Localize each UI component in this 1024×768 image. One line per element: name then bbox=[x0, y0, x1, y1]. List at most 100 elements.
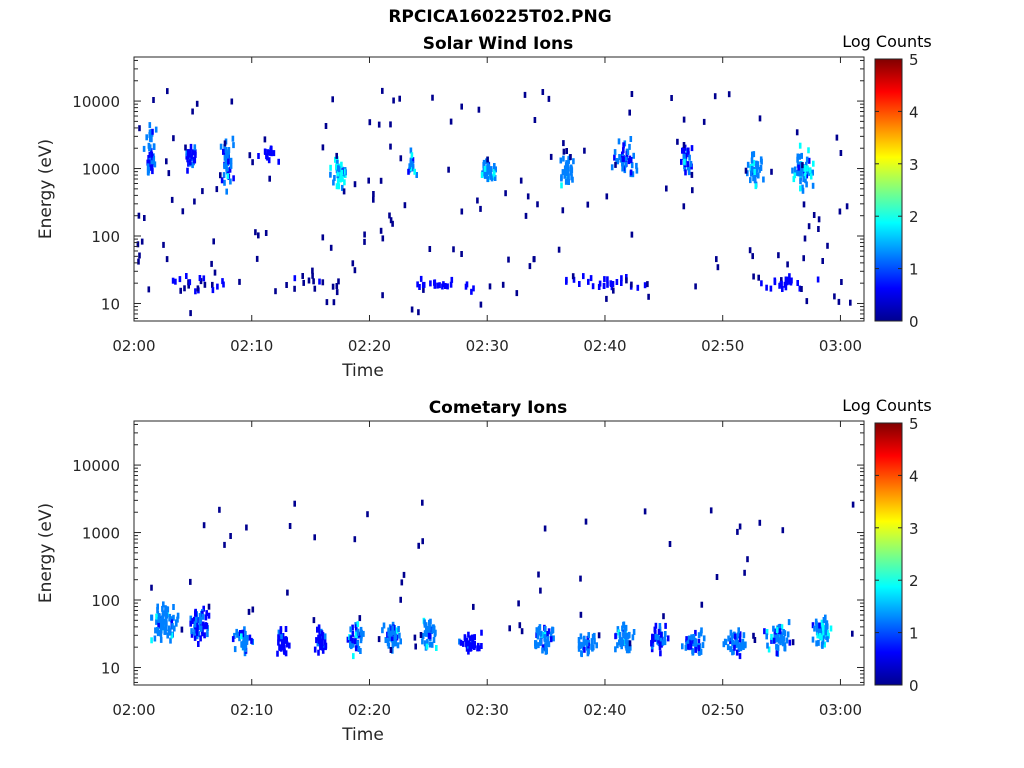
heatmap-cell bbox=[809, 173, 813, 180]
heatmap-cell bbox=[591, 283, 595, 290]
heatmap-cell bbox=[567, 165, 570, 172]
heatmap-cell bbox=[709, 507, 713, 514]
heatmap-cell bbox=[423, 640, 427, 647]
heatmap-cell bbox=[804, 177, 807, 184]
heatmap-cell bbox=[627, 640, 630, 647]
heatmap-cell bbox=[198, 275, 202, 281]
heatmap-cell bbox=[151, 168, 154, 175]
heatmap-cell bbox=[231, 636, 235, 643]
heatmap-cell bbox=[785, 637, 789, 644]
heatmap-cell bbox=[388, 212, 391, 219]
heatmap-cell bbox=[770, 637, 773, 644]
heatmap-cell bbox=[779, 631, 783, 638]
heatmap-cell bbox=[539, 639, 542, 646]
heatmap-cell bbox=[201, 630, 204, 637]
heatmap-cell bbox=[193, 198, 196, 205]
heatmap-cell bbox=[254, 229, 257, 236]
heatmap-cell bbox=[757, 172, 760, 179]
heatmap-cell bbox=[172, 604, 175, 610]
heatmap-cell bbox=[792, 176, 796, 183]
figure-title: RPCICA160225T02.PNG bbox=[388, 7, 612, 27]
heatmap-cell bbox=[197, 631, 201, 638]
heatmap-cell bbox=[165, 624, 168, 631]
heatmap-cell bbox=[780, 637, 784, 643]
heatmap-cell bbox=[486, 176, 489, 183]
x-tick-label: 02:20 bbox=[348, 337, 391, 355]
heatmap-cell bbox=[812, 160, 815, 167]
heatmap-cell bbox=[140, 238, 144, 245]
heatmap-cell bbox=[732, 648, 735, 655]
heatmap-cell bbox=[386, 638, 390, 645]
heatmap-cell bbox=[692, 634, 696, 640]
heatmap-cell bbox=[168, 615, 171, 622]
heatmap-cell bbox=[650, 640, 653, 647]
heatmap-cell bbox=[786, 631, 790, 638]
heatmap-cell bbox=[546, 636, 550, 643]
heatmap-cell bbox=[755, 160, 758, 167]
heatmap-cell bbox=[409, 147, 413, 154]
heatmap-cell bbox=[691, 647, 694, 654]
heatmap-cell bbox=[744, 641, 747, 648]
heatmap-cell bbox=[156, 607, 159, 613]
heatmap-cell bbox=[802, 176, 805, 183]
heatmap-cell bbox=[321, 234, 325, 241]
heatmap-cell bbox=[227, 147, 231, 153]
heatmap-cell bbox=[770, 633, 773, 640]
heatmap-cell bbox=[765, 629, 769, 635]
x-tick-label: 02:40 bbox=[583, 701, 626, 719]
heatmap-cell bbox=[635, 167, 639, 174]
colorbar-tick-label: 0 bbox=[909, 313, 919, 331]
heatmap-cell bbox=[277, 634, 280, 641]
heatmap-cell bbox=[160, 615, 164, 622]
heatmap-cell bbox=[560, 174, 563, 181]
x-tick-label: 03:00 bbox=[819, 337, 862, 355]
heatmap-cell bbox=[148, 151, 152, 158]
heatmap-cell bbox=[282, 647, 286, 654]
heatmap-cell bbox=[539, 587, 542, 594]
heatmap-cell bbox=[791, 167, 794, 174]
heatmap-cell bbox=[394, 640, 398, 647]
heatmap-cell bbox=[152, 97, 155, 103]
heatmap-cell bbox=[793, 166, 797, 173]
heatmap-cell bbox=[486, 156, 489, 163]
heatmap-cell bbox=[630, 231, 634, 238]
heatmap-cell bbox=[807, 223, 811, 230]
heatmap-cell bbox=[726, 644, 730, 651]
heatmap-cell bbox=[336, 156, 339, 163]
heatmap-cell bbox=[243, 633, 247, 640]
heatmap-cell bbox=[825, 620, 829, 627]
heatmap-cell bbox=[561, 169, 565, 176]
heatmap-cell bbox=[278, 644, 282, 651]
heatmap-cell bbox=[653, 626, 657, 633]
heatmap-cell bbox=[668, 541, 672, 547]
heatmap-cell bbox=[202, 275, 206, 282]
heatmap-cell bbox=[411, 165, 415, 172]
heatmap-cell bbox=[487, 164, 491, 170]
heatmap-cell bbox=[180, 626, 184, 633]
heatmap-cell bbox=[431, 627, 434, 634]
heatmap-cell bbox=[245, 638, 249, 645]
heatmap-cell bbox=[485, 170, 489, 177]
y-tick-label: 100 bbox=[91, 228, 120, 246]
heatmap-cell bbox=[421, 638, 424, 645]
heatmap-cell bbox=[167, 629, 171, 636]
heatmap-cell bbox=[198, 618, 202, 624]
heatmap-cell bbox=[735, 649, 739, 656]
heatmap-cell bbox=[320, 638, 324, 645]
heatmap-cell bbox=[620, 640, 623, 647]
heatmap-cell bbox=[463, 635, 467, 642]
heatmap-cell bbox=[193, 144, 197, 151]
heatmap-cell bbox=[324, 123, 328, 129]
heatmap-cell bbox=[618, 632, 622, 638]
heatmap-cell bbox=[818, 622, 821, 629]
heatmap-cell bbox=[242, 644, 245, 651]
heatmap-cell bbox=[435, 645, 438, 651]
heatmap-cell bbox=[659, 650, 662, 657]
heatmap-cell bbox=[137, 258, 140, 265]
heatmap-cell bbox=[851, 501, 855, 508]
heatmap-cell bbox=[486, 160, 490, 167]
heatmap-cell bbox=[468, 635, 472, 642]
heatmap-cell bbox=[489, 172, 492, 179]
heatmap-cell bbox=[321, 144, 325, 151]
heatmap-cell bbox=[353, 536, 357, 543]
